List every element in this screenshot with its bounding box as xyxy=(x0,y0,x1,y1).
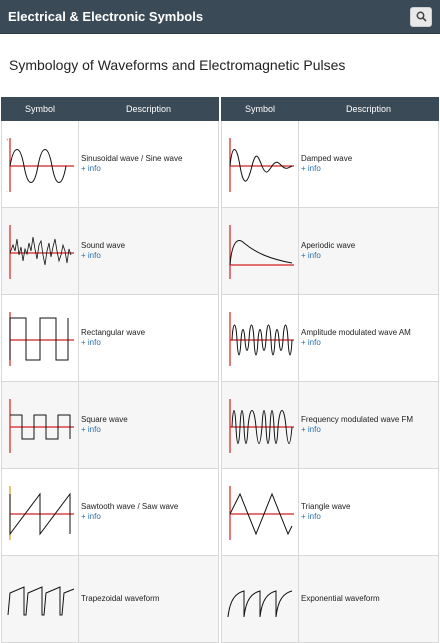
aperiodic-wave-icon[interactable] xyxy=(224,221,296,281)
table-row: Sawtooth wave / Saw wave + info xyxy=(1,468,219,556)
info-link[interactable]: + info xyxy=(81,512,101,521)
app-title: Electrical & Electronic Symbols xyxy=(8,9,204,24)
svg-text:-: - xyxy=(6,188,8,193)
page-title: Symbology of Waveforms and Electromagnet… xyxy=(9,57,346,73)
symbol-cell xyxy=(221,120,299,208)
description-cell: Sinusoidal wave / Sine wave + info xyxy=(78,120,219,208)
am-wave-icon[interactable] xyxy=(224,308,296,368)
info-link[interactable]: + info xyxy=(301,164,321,173)
symbol-cell: + - xyxy=(1,120,79,208)
top-bar: Electrical & Electronic Symbols xyxy=(0,0,440,34)
table-row: Square wave + info xyxy=(1,381,219,469)
table-row: Aperiodic wave + info xyxy=(221,207,439,295)
info-link[interactable]: + info xyxy=(301,512,321,521)
waveform-name: Sinusoidal wave / Sine wave xyxy=(81,154,183,163)
symbol-cell xyxy=(221,468,299,556)
description-cell: Sawtooth wave / Saw wave + info xyxy=(78,468,219,556)
svg-text:+: + xyxy=(6,137,9,142)
table-row: Sound wave + info xyxy=(1,207,219,295)
table-row: Trapezoidal waveform xyxy=(1,555,219,643)
sine-wave-icon[interactable]: + - xyxy=(4,134,76,194)
waveform-name: Rectangular wave xyxy=(81,328,146,337)
damped-wave-icon[interactable] xyxy=(224,134,296,194)
symbol-cell xyxy=(221,294,299,382)
table-row: Amplitude modulated wave AM + info xyxy=(221,294,439,382)
symbol-cell xyxy=(1,207,79,295)
info-link[interactable]: + info xyxy=(301,251,321,260)
waveform-name: Amplitude modulated wave AM xyxy=(301,328,411,337)
symbol-cell xyxy=(1,294,79,382)
table-row: Damped wave + info xyxy=(221,120,439,208)
waveform-name: Exponential waveform xyxy=(301,594,380,603)
waveform-name: Sound wave xyxy=(81,241,126,250)
square-wave-icon[interactable] xyxy=(4,395,76,455)
info-link[interactable]: + info xyxy=(301,425,321,434)
sound-wave-icon[interactable] xyxy=(4,221,76,281)
symbol-cell xyxy=(1,381,79,469)
description-cell: Rectangular wave + info xyxy=(78,294,219,382)
fm-wave-icon[interactable] xyxy=(224,395,296,455)
waveform-name: Triangle wave xyxy=(301,502,351,511)
description-cell: Trapezoidal waveform xyxy=(78,555,219,643)
description-cell: Damped wave + info xyxy=(298,120,439,208)
symbol-cell xyxy=(221,555,299,643)
exponential-wave-icon[interactable] xyxy=(224,569,296,629)
symbol-cell xyxy=(1,468,79,556)
column-header-description: Description xyxy=(78,97,219,121)
description-cell: Square wave + info xyxy=(78,381,219,469)
search-button[interactable] xyxy=(410,6,432,27)
table-row: + - Sinusoidal wave / Sine wave + info xyxy=(1,120,219,208)
symbol-table-right: Symbol Description Damped wave + info xyxy=(221,97,439,643)
waveform-name: Frequency modulated wave FM xyxy=(301,415,414,424)
description-cell: Frequency modulated wave FM + info xyxy=(298,381,439,469)
waveform-name: Trapezoidal waveform xyxy=(81,594,160,603)
info-link[interactable]: + info xyxy=(81,251,101,260)
column-header-description: Description xyxy=(298,97,439,121)
table-row: Frequency modulated wave FM + info xyxy=(221,381,439,469)
description-cell: Exponential waveform xyxy=(298,555,439,643)
symbol-cell xyxy=(1,555,79,643)
symbol-cell xyxy=(221,207,299,295)
description-cell: Amplitude modulated wave AM + info xyxy=(298,294,439,382)
info-link[interactable]: + info xyxy=(81,164,101,173)
triangle-wave-icon[interactable] xyxy=(224,482,296,542)
info-link[interactable]: + info xyxy=(301,338,321,347)
column-header-symbol: Symbol xyxy=(221,97,299,121)
description-cell: Aperiodic wave + info xyxy=(298,207,439,295)
info-link[interactable]: + info xyxy=(81,425,101,434)
column-header-symbol: Symbol xyxy=(1,97,79,121)
rectangular-wave-icon[interactable] xyxy=(4,308,76,368)
description-cell: Triangle wave + info xyxy=(298,468,439,556)
table-row: Exponential waveform xyxy=(221,555,439,643)
description-cell: Sound wave + info xyxy=(78,207,219,295)
symbol-tables: Symbol Description + - Sinusoidal wave /… xyxy=(1,97,439,643)
trapezoidal-wave-icon[interactable] xyxy=(4,569,76,629)
table-row: Rectangular wave + info xyxy=(1,294,219,382)
search-icon xyxy=(416,11,427,22)
waveform-name: Sawtooth wave / Saw wave xyxy=(81,502,179,511)
info-link[interactable]: + info xyxy=(81,338,101,347)
waveform-name: Damped wave xyxy=(301,154,353,163)
sawtooth-wave-icon[interactable] xyxy=(4,482,76,542)
waveform-name: Square wave xyxy=(81,415,128,424)
symbol-table-left: Symbol Description + - Sinusoidal wave /… xyxy=(1,97,219,643)
table-row: Triangle wave + info xyxy=(221,468,439,556)
symbol-cell xyxy=(221,381,299,469)
waveform-name: Aperiodic wave xyxy=(301,241,356,250)
